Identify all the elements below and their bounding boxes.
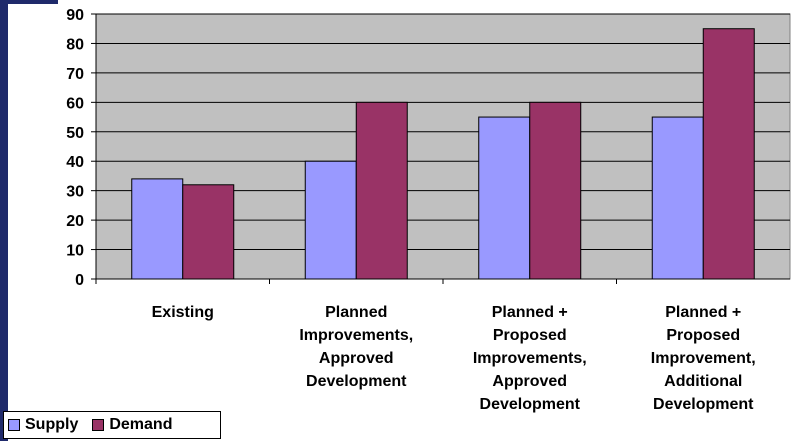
y-tick-label: 90 xyxy=(66,7,84,24)
x-category-label: Planned + Proposed Improvement, Additional D… xyxy=(651,304,756,413)
bar-supply xyxy=(131,178,184,280)
x-category-label-line: Planned xyxy=(325,304,387,321)
y-tick-label: 50 xyxy=(66,125,84,142)
y-tick-label: 40 xyxy=(66,154,84,171)
legend-swatch-supply xyxy=(8,419,20,431)
legend-label-demand: Demand xyxy=(109,416,173,433)
x-category-label-line: Additional xyxy=(664,373,742,390)
x-category-label-line: Improvements, xyxy=(299,327,413,344)
legend-item-demand: Demand xyxy=(92,416,172,434)
bar-supply xyxy=(651,116,704,280)
top-accent xyxy=(0,0,58,4)
bar-supply xyxy=(478,116,531,280)
x-category-label-line: Existing xyxy=(152,304,214,321)
x-category-label-line: Planned + xyxy=(492,304,568,321)
legend-label-supply: Supply xyxy=(25,416,79,433)
x-category-label-line: Proposed xyxy=(666,327,740,344)
y-tick-label: 20 xyxy=(66,213,84,230)
x-category-label-line: Improvement, xyxy=(651,350,756,367)
left-border xyxy=(0,0,8,441)
x-category-label-line: Improvements, xyxy=(473,350,587,367)
x-category-label-line: Proposed xyxy=(493,327,567,344)
bar-demand xyxy=(702,28,755,280)
x-category-label-line: Planned + xyxy=(665,304,741,321)
bar-supply xyxy=(304,160,357,280)
x-category-label: Existing xyxy=(152,304,214,321)
x-category-label-line: Development xyxy=(480,396,581,413)
y-tick-label: 80 xyxy=(66,36,84,53)
y-tick-label: 0 xyxy=(75,272,84,289)
x-category-label-line: Development xyxy=(653,396,754,413)
x-category-label: Planned Improvements, Approved Development xyxy=(299,304,413,390)
y-tick-label: 60 xyxy=(66,95,84,112)
y-tick-label: 10 xyxy=(66,243,84,260)
plot-area: 0 10 20 30 40 50 60 70 80 90 Existing Planned Improv… xyxy=(66,7,791,413)
bar-demand xyxy=(355,101,408,280)
legend: Supply Demand xyxy=(3,411,221,439)
bar-demand xyxy=(182,184,235,280)
legend-item-supply: Supply xyxy=(8,416,78,434)
x-category-label: Planned + Proposed Improvements, Approved De… xyxy=(473,304,587,413)
y-tick-label: 30 xyxy=(66,184,84,201)
legend-swatch-demand xyxy=(92,419,105,431)
x-category-label-line: Approved xyxy=(319,350,394,367)
x-category-label-line: Approved xyxy=(492,373,567,390)
x-category-label-line: Development xyxy=(306,373,407,390)
bar-demand xyxy=(529,101,582,280)
y-tick-label: 70 xyxy=(66,66,84,83)
